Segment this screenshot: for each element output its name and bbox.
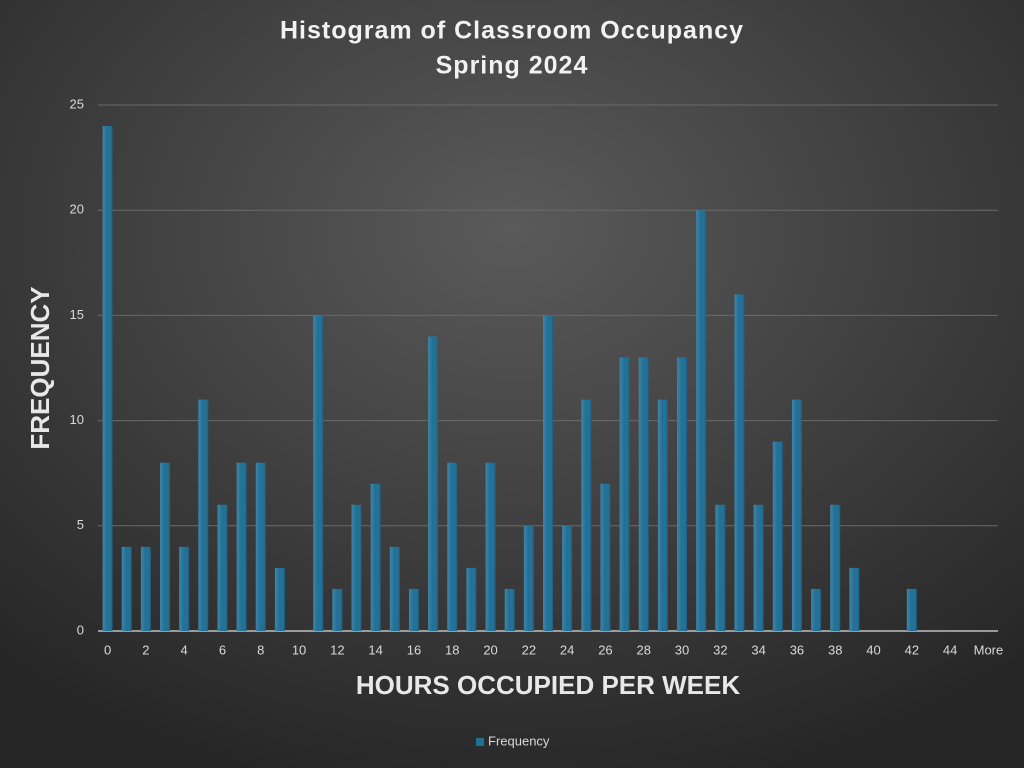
bar-shade <box>351 504 362 631</box>
bar-shade <box>408 588 419 631</box>
bar-shade <box>102 126 113 631</box>
x-tick-label: 8 <box>257 642 264 657</box>
x-tick-label: 6 <box>219 642 226 657</box>
bar-shade <box>811 588 822 631</box>
bar-shade <box>236 462 247 631</box>
bar-shade <box>619 357 630 631</box>
bar-shade <box>849 567 860 631</box>
bar-shade <box>370 483 381 631</box>
bar-shade <box>543 315 553 631</box>
chart-subtitle: Spring 2024 <box>436 52 589 80</box>
bar-shade <box>121 546 132 631</box>
y-axis-title: FREQUENCY <box>25 286 55 449</box>
bar-shade <box>523 525 534 631</box>
bar-shade <box>389 546 400 631</box>
bar-shade <box>255 462 266 631</box>
bar-shade <box>906 588 917 631</box>
bar-shade <box>160 462 171 631</box>
x-tick-label: 20 <box>483 642 497 657</box>
bar-shade <box>581 399 592 631</box>
x-axis-title: HOURS OCCUPIED PER WEEK <box>356 670 740 700</box>
y-tick-label: 20 <box>70 202 84 217</box>
x-tick-label: 22 <box>522 642 536 657</box>
chart-title: Histogram of Classroom Occupancy <box>280 17 744 45</box>
bar-shade <box>332 588 343 631</box>
x-tick-label: 42 <box>905 642 919 657</box>
x-tick-label: 10 <box>292 642 306 657</box>
legend-swatch <box>476 738 484 746</box>
bar-shade <box>466 567 477 631</box>
bar-shade <box>198 399 209 631</box>
x-tick-label: 12 <box>330 642 344 657</box>
bar-shade <box>772 441 783 631</box>
x-tick-label: More <box>974 642 1004 657</box>
bar-shade <box>734 294 745 631</box>
bar-shade <box>657 399 668 631</box>
bar-shade <box>677 357 688 631</box>
bar-shade <box>504 588 515 631</box>
y-tick-label: 5 <box>77 517 84 532</box>
bar-shade <box>791 399 802 631</box>
bar-shade <box>562 525 573 631</box>
x-tick-label: 28 <box>637 642 651 657</box>
bar-shade <box>696 210 707 631</box>
bar-shade <box>428 336 439 631</box>
bar-shade <box>485 462 496 631</box>
bar-shade <box>715 504 726 631</box>
x-tick-label: 2 <box>142 642 149 657</box>
y-tick-label: 15 <box>70 307 84 322</box>
x-tick-label: 0 <box>104 642 111 657</box>
x-tick-label: 24 <box>560 642 574 657</box>
x-tick-label: 16 <box>407 642 421 657</box>
x-tick-label: 44 <box>943 642 957 657</box>
bar-shade <box>638 357 649 631</box>
x-tick-label: 34 <box>751 642 765 657</box>
bar-shade <box>753 504 764 631</box>
x-tick-label: 32 <box>713 642 727 657</box>
bar-shade <box>313 315 324 631</box>
bar-shade <box>830 504 841 631</box>
legend-label: Frequency <box>488 733 550 748</box>
x-tick-label: 14 <box>368 642 382 657</box>
y-tick-label: 10 <box>70 412 84 427</box>
x-tick-label: 36 <box>790 642 804 657</box>
y-tick-label: 0 <box>77 622 84 637</box>
bar-shade <box>274 567 285 631</box>
bar-shade <box>179 546 190 631</box>
x-tick-label: 4 <box>181 642 188 657</box>
bar-shade <box>447 462 458 631</box>
y-tick-label: 25 <box>70 96 84 111</box>
x-tick-label: 26 <box>598 642 612 657</box>
x-tick-label: 38 <box>828 642 842 657</box>
x-tick-label: 30 <box>675 642 689 657</box>
bar-shade <box>217 504 228 631</box>
x-tick-label: 18 <box>445 642 459 657</box>
x-tick-label: 40 <box>866 642 880 657</box>
bar-shade <box>600 483 611 631</box>
bar-shade <box>140 546 151 631</box>
